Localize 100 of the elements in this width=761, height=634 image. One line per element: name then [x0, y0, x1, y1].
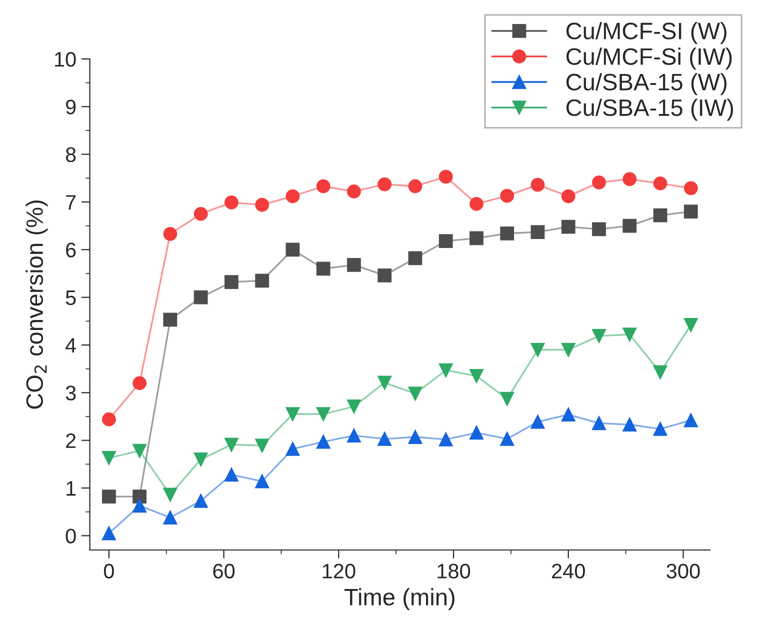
point: [408, 386, 422, 401]
point: [438, 432, 453, 446]
point: [286, 442, 300, 456]
point: [622, 218, 637, 233]
point: [561, 342, 576, 357]
point: [163, 510, 178, 525]
point: [255, 198, 270, 212]
point: [684, 204, 698, 218]
point: [132, 376, 147, 390]
point: [255, 274, 270, 288]
point: [194, 290, 208, 304]
point: [224, 275, 238, 290]
point: [378, 432, 392, 446]
point: [653, 365, 668, 380]
point: [622, 418, 637, 432]
point: [500, 432, 514, 446]
y-tick-label: 5: [66, 290, 76, 306]
point: [438, 170, 453, 184]
legend-label: Cu/MCF-Si (IW): [566, 48, 732, 70]
y-tick-label: 0: [66, 528, 76, 544]
point: [561, 408, 576, 422]
point: [378, 376, 392, 390]
point: [316, 434, 330, 449]
point: [653, 208, 668, 222]
point: [653, 176, 668, 190]
point: [500, 392, 514, 406]
point: [286, 407, 300, 422]
point: [684, 413, 698, 428]
point: [102, 412, 116, 426]
y-tick-label: 10: [55, 52, 76, 67]
point: [684, 181, 698, 196]
point: [438, 363, 453, 378]
point: [102, 526, 116, 540]
point: [347, 428, 361, 443]
legend-label: Cu/MCF-SI (W): [566, 22, 726, 44]
y-tick-label: 3: [66, 386, 76, 400]
point: [316, 179, 330, 194]
point: [408, 430, 422, 444]
point: [684, 318, 698, 332]
point: [286, 242, 300, 257]
y-tick-label: 6: [66, 242, 76, 258]
point: [470, 196, 484, 211]
point: [224, 468, 238, 482]
point: [592, 175, 606, 190]
point: [500, 188, 514, 203]
y-tick-label: 7: [66, 195, 76, 210]
point: [530, 178, 545, 192]
point: [622, 172, 637, 186]
point: [316, 262, 330, 276]
point: [592, 222, 606, 236]
y-tick-label: 9: [66, 100, 76, 114]
point: [163, 226, 178, 241]
point: [592, 329, 606, 343]
y-axis-title: CO$_{2}$ conversion (%): [26, 200, 48, 409]
point: [622, 328, 637, 342]
point: [378, 177, 392, 192]
legend-label: Cu/SBA-15 (IW): [566, 98, 734, 121]
point: [132, 490, 147, 504]
point: [438, 234, 453, 248]
point: [194, 494, 208, 508]
point: [561, 189, 576, 204]
point: [286, 189, 300, 204]
point: [470, 369, 484, 383]
x-tick-label: 0: [104, 564, 114, 578]
point: [347, 400, 361, 414]
x-tick-label: 240: [552, 564, 585, 578]
point: [194, 452, 208, 466]
point: [530, 414, 545, 429]
point: [132, 498, 147, 513]
x-axis-title: Time (min): [344, 588, 454, 610]
y-tick-label: 2: [66, 433, 76, 448]
x-tick-label: 180: [438, 564, 470, 578]
point: [470, 426, 484, 440]
point: [102, 451, 116, 465]
point: [224, 196, 238, 210]
point: [347, 258, 361, 272]
point: [132, 444, 147, 458]
point: [530, 225, 545, 239]
x-tick-label: 120: [322, 564, 356, 578]
point: [163, 488, 178, 502]
legend-label: Cu/SBA-15 (W): [566, 73, 726, 96]
point: [163, 312, 178, 327]
point: [500, 226, 514, 240]
x-tick-label: 60: [213, 564, 235, 578]
point: [194, 206, 208, 221]
point: [255, 474, 270, 488]
point: [592, 416, 606, 430]
point: [224, 438, 238, 452]
point: [255, 438, 270, 453]
y-tick-label: 4: [65, 338, 76, 353]
y-tick-label: 1: [66, 481, 76, 496]
point: [530, 342, 545, 357]
point: [347, 184, 361, 198]
point: [378, 268, 392, 282]
x-tick-label: 300: [666, 564, 700, 578]
y-tick-label: 8: [66, 147, 76, 162]
point: [561, 220, 576, 234]
point: [408, 251, 422, 266]
point: [102, 490, 116, 504]
point: [470, 231, 484, 246]
